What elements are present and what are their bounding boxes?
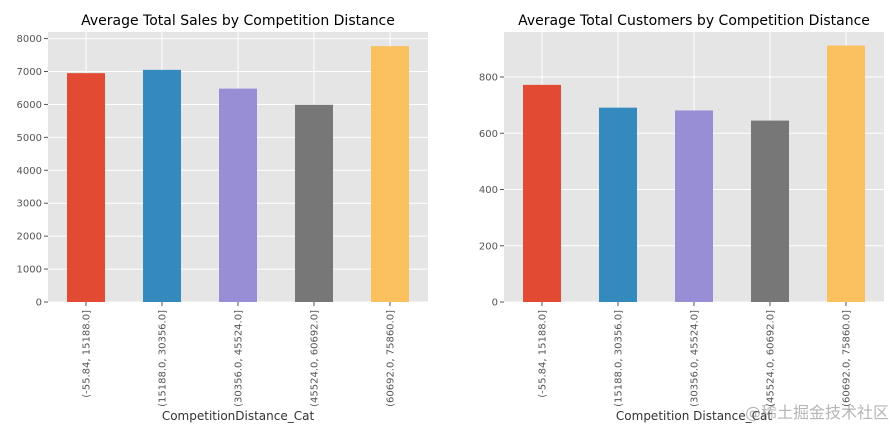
sales-y-tick-label: 1000 [17, 265, 42, 276]
customers-chart: Average Total Customers by Competition D… [479, 13, 884, 423]
sales-bar-0 [67, 73, 105, 302]
sales-bar-4 [371, 46, 409, 302]
sales-x-tick-label: (30356.0, 45524.0] [234, 310, 245, 407]
customers-bar-4 [827, 45, 865, 302]
customers-x-tick-label: (15188.0, 30356.0] [614, 310, 625, 407]
sales-y-axis: 0 1000 2000 3000 4000 5000 6000 7000 8000 [17, 34, 48, 309]
customers-x-tick-label: (45524.0, 60692.0] [766, 310, 777, 407]
customers-bar-3 [751, 120, 789, 302]
sales-x-axis: (-55.84, 15188.0] (15188.0, 30356.0] (3035… [82, 302, 397, 407]
customers-y-tick-label: 800 [479, 73, 498, 84]
sales-bar-3 [295, 104, 333, 302]
watermark: @稀土掘金技术社区 [744, 403, 889, 422]
customers-x-tick-label: (-55.84, 15188.0] [538, 310, 549, 398]
sales-y-tick-label: 2000 [17, 232, 42, 243]
sales-x-tick-label: (60692.0, 75860.0] [386, 310, 397, 407]
customers-bar-2 [675, 110, 713, 302]
customers-y-axis: 0 200 400 600 800 [479, 73, 504, 309]
sales-chart: Average Total Sales by Competition Dista… [17, 13, 428, 423]
customers-bar-1 [599, 107, 637, 302]
customers-bars [523, 45, 865, 302]
sales-x-axis-label: CompetitionDistance_Cat [162, 409, 315, 423]
customers-bar-0 [523, 84, 561, 302]
sales-x-tick-label: (15188.0, 30356.0] [158, 310, 169, 407]
customers-y-tick-label: 0 [492, 298, 498, 309]
sales-x-tick-label: (-55.84, 15188.0] [82, 310, 93, 398]
customers-y-tick-label: 200 [479, 241, 498, 252]
customers-y-tick-label: 400 [479, 185, 498, 196]
sales-x-tick-label: (45524.0, 60692.0] [310, 310, 321, 407]
customers-chart-title: Average Total Customers by Competition D… [518, 13, 870, 29]
sales-y-tick-label: 0 [36, 298, 42, 309]
sales-y-tick-label: 3000 [17, 199, 42, 210]
sales-y-tick-label: 5000 [17, 133, 42, 144]
sales-bar-1 [143, 69, 181, 303]
customers-x-tick-label: (30356.0, 45524.0] [690, 310, 701, 407]
sales-y-tick-label: 6000 [17, 100, 42, 111]
sales-bars [67, 46, 409, 303]
sales-bar-2 [219, 88, 257, 302]
customers-y-tick-label: 600 [479, 129, 498, 140]
customers-x-axis-label: Competition Distance_Cat [616, 409, 772, 423]
sales-chart-title: Average Total Sales by Competition Dista… [81, 13, 395, 29]
sales-y-tick-label: 8000 [17, 34, 42, 45]
customers-x-axis: (-55.84, 15188.0] (15188.0, 30356.0] (3035… [538, 302, 853, 407]
sales-y-tick-label: 7000 [17, 67, 42, 78]
customers-x-tick-label: (60692.0, 75860.0] [842, 310, 853, 407]
sales-y-tick-label: 4000 [17, 166, 42, 177]
